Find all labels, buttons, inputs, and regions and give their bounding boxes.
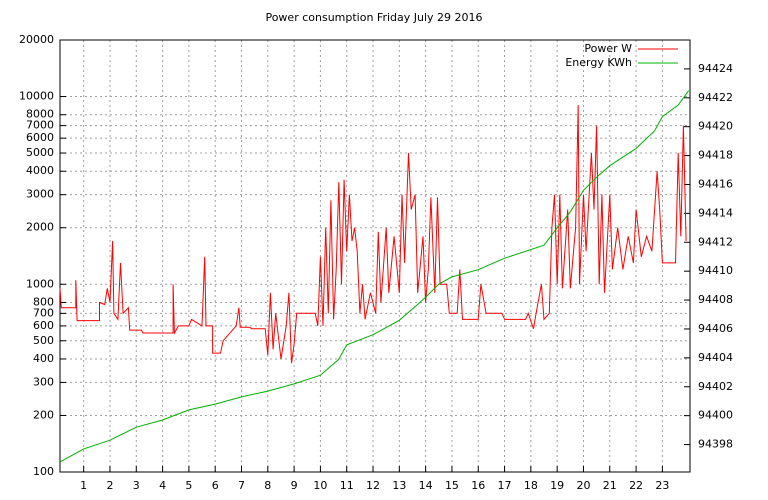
y2-tick-label: 94424 [698,62,733,75]
data-line [59,90,690,463]
plot-frame [59,39,691,473]
y-tick-label: 700 [33,306,54,319]
y2-tick-label: 94410 [698,264,733,277]
x-tick-label: 14 [419,479,433,492]
x-tick-label: 18 [524,479,538,492]
x-tick-label: 19 [550,479,564,492]
y-tick-label: 5000 [26,146,54,159]
y2-tick-label: 94400 [698,409,733,422]
y2-tick-label: 94412 [698,235,733,248]
legend-label: Energy KWh [565,56,632,69]
chart-title: Power consumption Friday July 29 2016 [265,11,482,24]
x-tick-label: 21 [603,479,617,492]
y-tick-label: 4000 [26,164,54,177]
y-tick-label: 600 [33,319,54,332]
x-tick-label: 15 [445,479,459,492]
x-tick-label: 4 [159,479,166,492]
y2-tick-label: 94398 [698,438,733,451]
x-tick-label: 2 [106,479,113,492]
data-line [59,105,687,364]
y-tick-label: 10000 [19,90,54,103]
x-tick-label: 5 [185,479,192,492]
y-tick-label: 300 [33,375,54,388]
x-tick-label: 23 [655,479,669,492]
x-tick-label: 1 [80,479,87,492]
y-tick-label: 400 [33,352,54,365]
y-tick-label: 500 [33,334,54,347]
y2-tick-label: 94418 [698,149,733,162]
y-tick-label: 2000 [26,221,54,234]
y-tick-label: 7000 [26,119,54,132]
x-tick-label: 13 [392,479,406,492]
y2-tick-label: 94404 [698,351,733,364]
y2-tick-label: 94406 [698,322,733,335]
y2-tick-label: 94402 [698,380,733,393]
x-tick-label: 6 [212,479,219,492]
y-tick-label: 1000 [26,277,54,290]
legend-label: Power W [584,42,632,55]
x-tick-label: 3 [133,479,140,492]
y2-tick-label: 94416 [698,177,733,190]
x-tick-label: 16 [471,479,485,492]
x-tick-label: 20 [576,479,590,492]
y2-tick-label: 94420 [698,120,733,133]
y-tick-label: 8000 [26,108,54,121]
x-tick-label: 10 [313,479,327,492]
y-tick-label: 20000 [19,33,54,46]
x-tick-label: 17 [498,479,512,492]
x-tick-label: 9 [291,479,298,492]
x-tick-label: 12 [366,479,380,492]
y2-tick-label: 94408 [698,293,733,306]
x-tick-label: 8 [264,479,271,492]
y-tick-label: 6000 [26,131,54,144]
y-tick-label: 3000 [26,188,54,201]
y-tick-label: 200 [33,408,54,421]
y2-tick-label: 94422 [698,91,733,104]
x-tick-label: 11 [340,479,354,492]
y-tick-label: 800 [33,295,54,308]
x-tick-label: 22 [629,479,643,492]
x-tick-label: 7 [238,479,245,492]
y2-tick-label: 94414 [698,206,733,219]
y-tick-label: 100 [33,465,54,478]
